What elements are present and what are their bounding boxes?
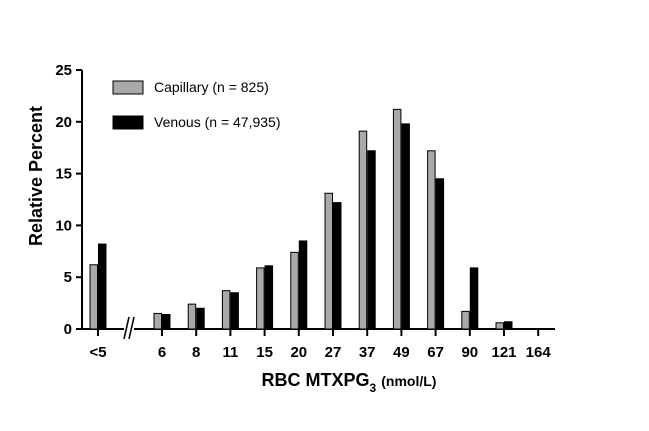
bar-capillary xyxy=(324,192,333,330)
y-tick-label: 10 xyxy=(55,217,72,234)
legend-label: Capillary (n = 825) xyxy=(154,79,269,95)
y-tick-label: 25 xyxy=(55,62,72,79)
bar-venous xyxy=(401,123,410,330)
x-tick-label: 49 xyxy=(393,344,410,361)
axis-break-mark xyxy=(123,316,130,340)
bar-venous xyxy=(469,267,479,330)
bar-capillary xyxy=(89,264,98,330)
x-axis-title: RBC MTXPG3 (nmol/L) xyxy=(262,370,437,395)
x-tick-label: 8 xyxy=(192,344,200,361)
x-axis: <5 6 8 11 15 20 27 37 49 67 90 121 164 xyxy=(82,316,555,361)
legend: Capillary (n = 825) Venous (n = 47,935) xyxy=(112,79,281,130)
bars xyxy=(89,108,513,330)
x-tick-label: 27 xyxy=(325,344,342,361)
bar-capillary xyxy=(427,150,436,330)
bar-venous xyxy=(333,202,342,330)
x-tick-label: 20 xyxy=(290,344,307,361)
y-tick-label: 15 xyxy=(55,166,72,183)
legend-swatch xyxy=(112,115,144,130)
bar-venous xyxy=(298,240,308,330)
bar-capillary xyxy=(358,130,368,330)
bar-venous xyxy=(504,321,513,330)
bar-capillary xyxy=(153,312,162,330)
bar-capillary xyxy=(392,108,402,330)
x-tick-label: 121 xyxy=(491,344,516,361)
bar-venous xyxy=(162,313,171,330)
x-tick-label: 67 xyxy=(427,344,444,361)
bar-venous xyxy=(264,265,274,330)
bar-venous xyxy=(196,307,205,330)
bar-venous xyxy=(367,150,376,330)
bar-capillary xyxy=(221,290,231,330)
bar-capillary xyxy=(256,267,265,330)
x-tick-label: 37 xyxy=(359,344,376,361)
x-tick-label: 15 xyxy=(256,344,273,361)
bar-venous xyxy=(230,292,239,330)
x-tick-label: 164 xyxy=(526,344,552,361)
x-tick-label: 6 xyxy=(158,344,166,361)
bar-capillary xyxy=(495,322,504,330)
y-tick-label: 20 xyxy=(55,114,72,131)
bar-capillary xyxy=(187,303,197,330)
y-tick-label: 5 xyxy=(64,269,72,286)
x-axis-title-subscript: 3 xyxy=(370,381,377,395)
bar-capillary xyxy=(290,251,299,330)
bar-venous xyxy=(435,178,445,330)
x-tick-label: 11 xyxy=(222,344,238,361)
bar-capillary xyxy=(461,310,470,330)
bar-venous xyxy=(98,243,107,330)
y-tick-label: 0 xyxy=(64,321,72,338)
x-axis-title-unit: (nmol/L) xyxy=(381,373,436,389)
legend-swatch xyxy=(112,80,144,95)
axis-break-mark xyxy=(128,316,135,340)
y-axis-title: Relative Percent xyxy=(26,106,46,246)
y-axis: 0 5 10 15 20 25 xyxy=(55,62,83,338)
legend-label: Venous (n = 47,935) xyxy=(154,114,281,130)
x-tick-label: <5 xyxy=(89,344,106,361)
x-axis-title-main: RBC MTXPG xyxy=(262,370,370,390)
x-tick-label: 90 xyxy=(461,344,478,361)
